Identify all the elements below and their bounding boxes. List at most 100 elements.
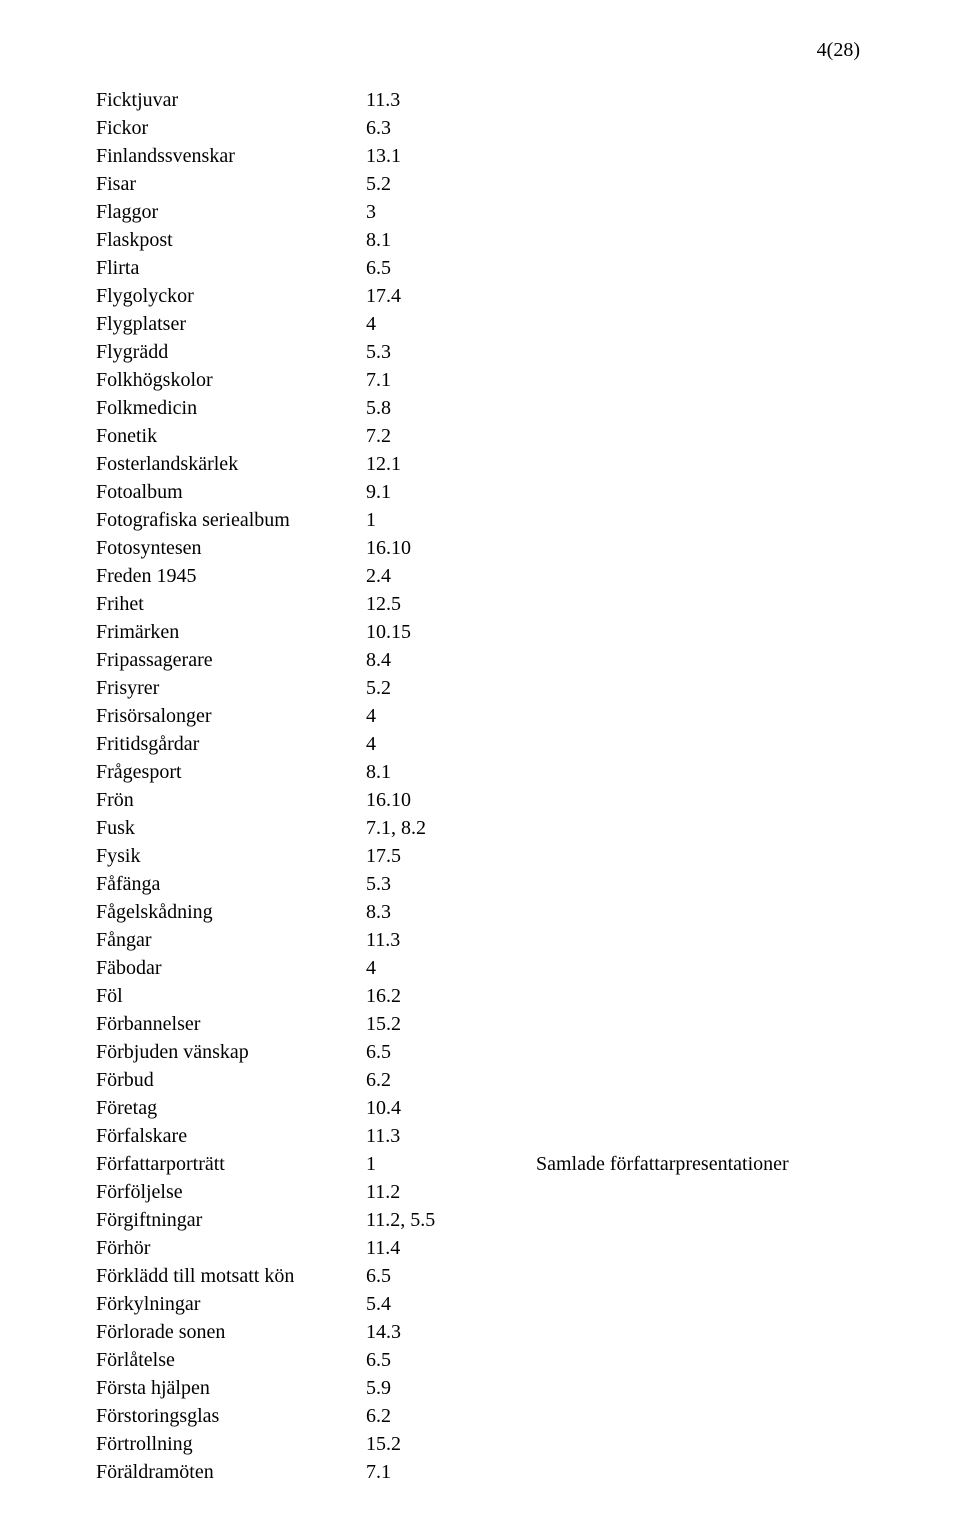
index-row: Fusk7.1, 8.2 xyxy=(96,814,864,842)
index-value: 16.10 xyxy=(366,786,536,814)
index-row: Flygolyckor17.4 xyxy=(96,282,864,310)
index-row: Förbjuden vänskap6.5 xyxy=(96,1038,864,1066)
index-term: Fripassagerare xyxy=(96,646,366,674)
index-value: 12.1 xyxy=(366,450,536,478)
index-row: Frisyrer5.2 xyxy=(96,674,864,702)
index-term: Första hjälpen xyxy=(96,1374,366,1402)
index-value: 11.3 xyxy=(366,1122,536,1150)
index-value: 8.1 xyxy=(366,226,536,254)
index-value: 16.10 xyxy=(366,534,536,562)
index-row: Ficktjuvar11.3 xyxy=(96,86,864,114)
index-value: 7.1, 8.2 xyxy=(366,814,536,842)
index-term: Förstoringsglas xyxy=(96,1402,366,1430)
index-term: Fäbodar xyxy=(96,954,366,982)
index-value: 17.4 xyxy=(366,282,536,310)
index-term: Förlåtelse xyxy=(96,1346,366,1374)
index-list: Ficktjuvar11.3Fickor6.3Finlandssvenskar1… xyxy=(96,86,864,1486)
index-value: 4 xyxy=(366,730,536,758)
index-value: 14.3 xyxy=(366,1318,536,1346)
index-row: Föräldramöten7.1 xyxy=(96,1458,864,1486)
index-row: Förhör11.4 xyxy=(96,1234,864,1262)
index-row: Finlandssvenskar13.1 xyxy=(96,142,864,170)
index-value: 1 xyxy=(366,506,536,534)
index-row: Förkylningar5.4 xyxy=(96,1290,864,1318)
index-term: Fåfänga xyxy=(96,870,366,898)
index-row: Frågesport8.1 xyxy=(96,758,864,786)
index-term: Flirta xyxy=(96,254,366,282)
index-value: 4 xyxy=(366,702,536,730)
index-row: Förstoringsglas6.2 xyxy=(96,1402,864,1430)
index-term: Förlorade sonen xyxy=(96,1318,366,1346)
index-term: Folkhögskolor xyxy=(96,366,366,394)
index-value: 8.1 xyxy=(366,758,536,786)
index-row: Frihet12.5 xyxy=(96,590,864,618)
index-value: 8.3 xyxy=(366,898,536,926)
index-value: 5.2 xyxy=(366,170,536,198)
index-value: 16.2 xyxy=(366,982,536,1010)
index-row: Folkmedicin5.8 xyxy=(96,394,864,422)
index-term: Fångar xyxy=(96,926,366,954)
index-row: Frimärken10.15 xyxy=(96,618,864,646)
index-row: Förgiftningar11.2, 5.5 xyxy=(96,1206,864,1234)
index-row: Föl16.2 xyxy=(96,982,864,1010)
index-term: Förhör xyxy=(96,1234,366,1262)
index-term: Fotografiska seriealbum xyxy=(96,506,366,534)
index-value: 7.2 xyxy=(366,422,536,450)
index-value: 4 xyxy=(366,310,536,338)
index-value: 11.3 xyxy=(366,926,536,954)
index-row: Flirta6.5 xyxy=(96,254,864,282)
index-value: 8.4 xyxy=(366,646,536,674)
index-value: 11.2, 5.5 xyxy=(366,1206,536,1234)
index-row: Frön16.10 xyxy=(96,786,864,814)
index-term: Förbannelser xyxy=(96,1010,366,1038)
index-value: 15.2 xyxy=(366,1430,536,1458)
index-term: Förtrollning xyxy=(96,1430,366,1458)
index-term: Flaggor xyxy=(96,198,366,226)
index-term: Fotosyntesen xyxy=(96,534,366,562)
index-value: 11.4 xyxy=(366,1234,536,1262)
index-term: Fritidsgårdar xyxy=(96,730,366,758)
index-value: 6.2 xyxy=(366,1402,536,1430)
index-term: Fisar xyxy=(96,170,366,198)
index-value: 5.9 xyxy=(366,1374,536,1402)
index-term: Flygplatser xyxy=(96,310,366,338)
index-term: Förbjuden vänskap xyxy=(96,1038,366,1066)
index-term: Flygolyckor xyxy=(96,282,366,310)
index-note: Samlade författarpresentationer xyxy=(536,1150,864,1178)
index-row: Fotografiska seriealbum1 xyxy=(96,506,864,534)
index-value: 6.3 xyxy=(366,114,536,142)
index-value: 11.3 xyxy=(366,86,536,114)
index-value: 6.5 xyxy=(366,1038,536,1066)
index-row: Fosterlandskärlek12.1 xyxy=(96,450,864,478)
index-term: Flaskpost xyxy=(96,226,366,254)
index-row: Fonetik7.2 xyxy=(96,422,864,450)
index-row: Fysik17.5 xyxy=(96,842,864,870)
index-row: Förfalskare11.3 xyxy=(96,1122,864,1150)
index-term: Finlandssvenskar xyxy=(96,142,366,170)
index-term: Frågesport xyxy=(96,758,366,786)
index-term: Förgiftningar xyxy=(96,1206,366,1234)
index-row: Fotoalbum9.1 xyxy=(96,478,864,506)
index-term: Föl xyxy=(96,982,366,1010)
index-row: Förtrollning15.2 xyxy=(96,1430,864,1458)
index-value: 12.5 xyxy=(366,590,536,618)
index-term: Förklädd till motsatt kön xyxy=(96,1262,366,1290)
index-value: 5.2 xyxy=(366,674,536,702)
index-term: Fotoalbum xyxy=(96,478,366,506)
index-term: Förkylningar xyxy=(96,1290,366,1318)
index-row: Folkhögskolor7.1 xyxy=(96,366,864,394)
index-term: Freden 1945 xyxy=(96,562,366,590)
index-row: Förbud6.2 xyxy=(96,1066,864,1094)
index-row: Förlåtelse6.5 xyxy=(96,1346,864,1374)
index-row: Fäbodar4 xyxy=(96,954,864,982)
index-term: Frisörsalonger xyxy=(96,702,366,730)
index-row: Fisar5.2 xyxy=(96,170,864,198)
index-value: 9.1 xyxy=(366,478,536,506)
index-row: Förlorade sonen14.3 xyxy=(96,1318,864,1346)
index-value: 6.2 xyxy=(366,1066,536,1094)
index-row: Företag10.4 xyxy=(96,1094,864,1122)
index-term: Frön xyxy=(96,786,366,814)
index-term: Fosterlandskärlek xyxy=(96,450,366,478)
index-value: 2.4 xyxy=(366,562,536,590)
index-value: 6.5 xyxy=(366,254,536,282)
